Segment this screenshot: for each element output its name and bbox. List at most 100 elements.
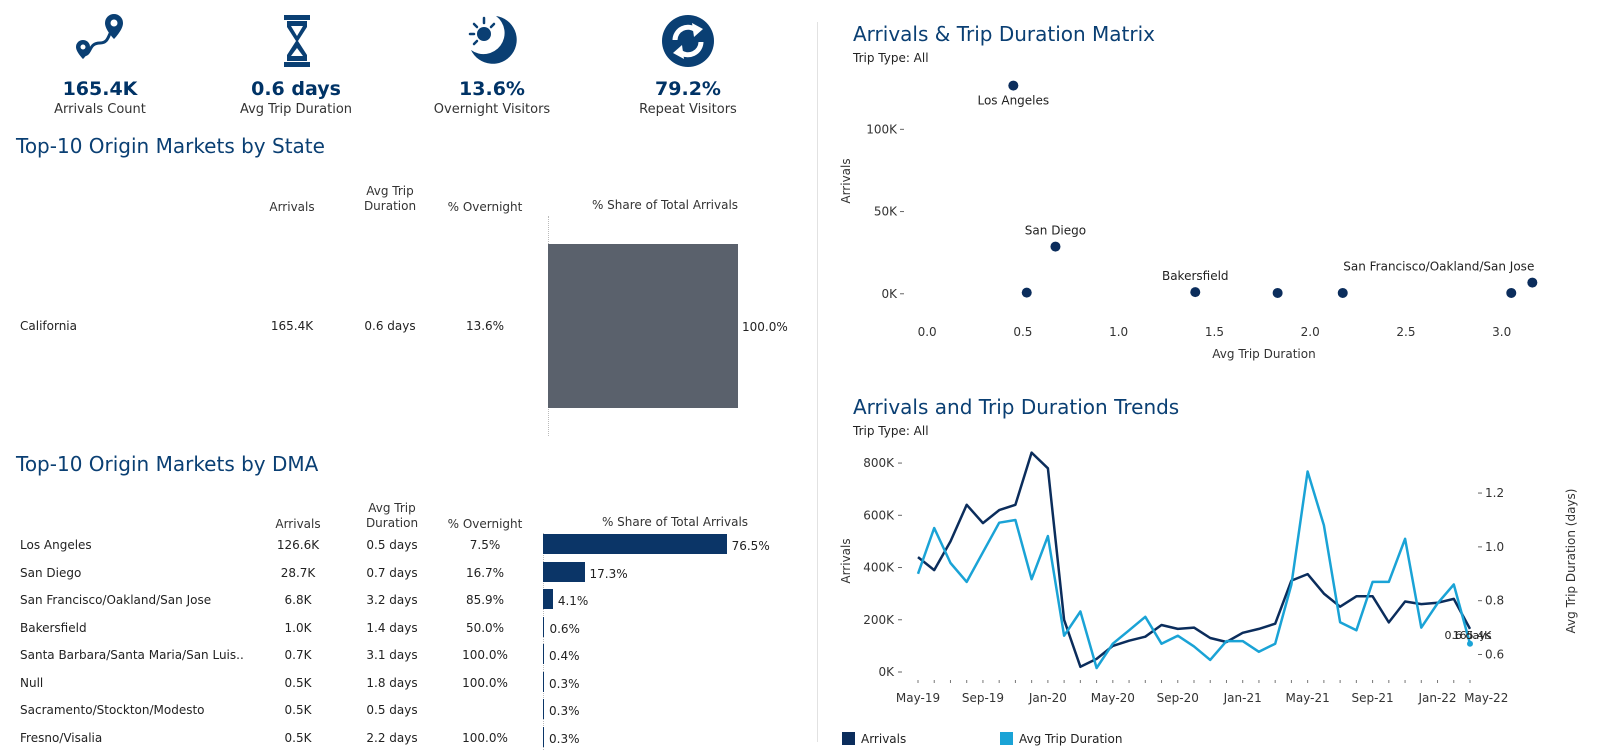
dma-row-name: Santa Barbara/Santa Maria/San Luis.. [20,648,244,662]
dma-share-label: 4.1% [557,594,589,608]
scatter-point [1050,241,1061,252]
dma-table-title: Top-10 Origin Markets by DMA [16,452,319,476]
state-header-trip-line1: Avg Trip [366,184,414,198]
scatter-title: Arrivals & Trip Duration Matrix [853,22,1156,46]
legend-label: Avg Trip Duration [1019,732,1122,746]
dma-row-arrivals: 0.7K [284,648,312,662]
dma-share-bar [543,589,553,609]
trend-x-tick-label: Jan-22 [1417,691,1456,705]
dma-row-name: Fresno/Visalia [20,730,103,745]
trip-duration-series-line [916,470,1472,670]
trend-subtitle: Trip Type: All [853,424,929,438]
dma-row-name: Null [20,675,44,690]
dma-header-trip: Avg Trip Duration [352,501,432,531]
trend-y2-tick-label: 0.8 [1485,594,1504,608]
state-row-overnight: 13.6% [465,319,505,333]
legend-swatch [1000,732,1013,745]
dma-row-name: Los Angeles [20,538,92,552]
kpi-arrivals: 165.4K Arrivals Count [10,10,190,117]
dma-share-bar [543,616,545,637]
dma-header-share: % Share of Total Arrivals [601,515,749,529]
dma-share-label: 17.3% [589,566,628,581]
kpi-repeat: 79.2% Repeat Visitors [598,10,778,117]
dma-share-bar [543,699,544,719]
dma-share-bar [543,726,544,747]
dma-row-trip: 0.5 days [366,538,418,552]
route-pin-icon [76,14,123,59]
scatter-x-tick-label: 0.5 [1013,325,1032,339]
dma-row-trip: 3.1 days [366,648,418,662]
dma-row-overnight: 50.0% [465,620,505,635]
dma-header-overnight: % Overnight [447,517,523,531]
scatter-x-tick-label: 1.0 [1109,325,1128,339]
legend-label: Arrivals [861,732,906,746]
dma-row-arrivals: 28.7K [280,565,316,580]
dma-header-trip-line2: Duration [365,516,419,530]
trend-x-tick-label: Sep-21 [1351,691,1393,705]
trend-x-tick-label: May-19 [896,691,940,705]
state-header-share: % Share of Total Arrivals [591,198,739,212]
scatter-subtitle: Trip Type: All [853,51,929,65]
state-share-label: 100.0% [742,320,788,334]
trend-y-tick-label: 600K [863,508,895,522]
scatter-x-tick-label: 1.5 [1205,325,1224,339]
trend-y-tick-label: 0K [878,665,895,679]
state-row-name: California [20,319,77,333]
dma-share-label: 0.3% [549,676,580,691]
kpi-trip-duration-label: Avg Trip Duration [239,102,353,117]
dma-row-name: San Francisco/Oakland/San Jose [20,593,212,607]
arrivals-series-line [917,451,1472,669]
dma-row-arrivals: 0.5K [284,703,312,717]
trend-y-axis-label: Arrivals [839,538,853,583]
dma-row-trip: 0.7 days [366,565,418,580]
scatter-point [1272,287,1283,298]
trend-y-tick-label: 400K [863,561,895,575]
kpi-arrivals-label: Arrivals Count [54,102,146,117]
scatter-y-tick-label: 100K [866,122,898,136]
dma-row-arrivals: 0.5K [284,675,312,690]
dma-row-name: San Diego [20,565,82,580]
state-share-bar [548,244,738,408]
dma-row-arrivals: 6.8K [284,593,312,607]
dma-share-bar [543,671,544,692]
state-header-overnight: % Overnight [447,200,523,214]
scatter-point-label: San Francisco/Oakland/San Jose [1343,260,1534,274]
trend-x-tick-label: May-20 [1091,691,1135,705]
dma-row-overnight: 16.7% [465,565,505,580]
dma-row-overnight: 100.0% [462,675,508,690]
kpi-overnight: 13.6% Overnight Visitors [402,10,582,117]
sun-moon-icon [468,16,517,64]
trend-chart: 0K 200K 400K 600K 800K 0.6 0.8 1.0 1.2 May-19 Sep-… [839,451,1578,746]
trend-y-tick-label: 200K [863,613,895,627]
trend-x-tick-label: Sep-19 [962,691,1004,705]
scatter-x-tick-label: 0.0 [918,325,937,339]
dma-share-bar [543,644,544,664]
trend-x-tick-label: Jan-21 [1223,691,1262,705]
kpi-overnight-value: 13.6% [459,78,525,100]
dma-row-arrivals: 1.0K [284,620,312,635]
scatter-chart: 0K 50K 100K 0.0 0.5 1.0 1.5 2.0 2.5 3.0 Avg Trip D… [839,80,1538,361]
trend-end-label-arrivals: 165.4K [1453,629,1492,642]
trend-last-point [1467,640,1473,647]
dma-row-overnight: 7.5% [469,538,501,552]
dma-row-overnight: 100.0% [462,648,508,662]
dma-row-arrivals: 126.6K [276,538,320,552]
dma-row-overnight: 85.9% [465,593,505,607]
trend-end-label-trip: 0.6 days [1445,629,1492,642]
dma-row-name: Sacramento/Stockton/Modesto [20,703,205,717]
trend-y2-tick-label: 0.6 [1485,648,1504,662]
trend-x-tick-label: Sep-20 [1157,691,1199,705]
scatter-x-tick-label: 2.5 [1396,325,1415,339]
dma-share-bar [543,561,585,582]
state-header-trip-line2: Duration [363,199,417,213]
dma-share-label: 76.5% [731,539,770,553]
scatter-point [1506,287,1517,298]
trend-x-tick-label: May-22 [1464,691,1508,705]
scatter-point [1337,287,1348,298]
dma-share-label: 0.6% [549,621,580,636]
dma-row-trip: 1.4 days [366,620,418,635]
dma-header-trip-line1: Avg Trip [368,501,416,515]
scatter-point [1190,287,1201,298]
dma-share-bar [543,534,727,554]
state-header-trip: Avg Trip Duration [350,184,430,214]
